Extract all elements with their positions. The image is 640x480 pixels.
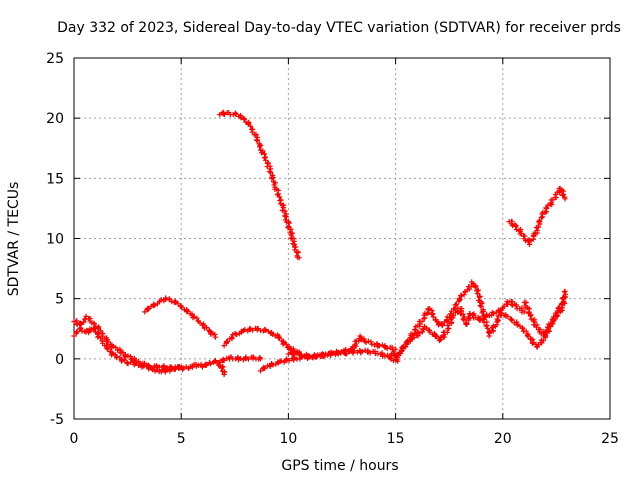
x-tick-label: 25 bbox=[601, 431, 619, 447]
chart-title: Day 332 of 2023, Sidereal Day-to-day VTE… bbox=[57, 20, 621, 36]
x-axis: 0 5 10 15 20 25 bbox=[70, 58, 619, 447]
series-markers bbox=[142, 295, 219, 340]
series-arc-11 bbox=[506, 185, 568, 247]
series-markers bbox=[285, 333, 399, 360]
y-tick-label: 5 bbox=[55, 292, 64, 308]
y-tick-label: 20 bbox=[46, 111, 64, 127]
series-arc-4 bbox=[217, 109, 302, 261]
series-markers bbox=[221, 325, 304, 358]
x-tick-label: 5 bbox=[177, 431, 186, 447]
series-markers bbox=[217, 354, 264, 365]
x-tick-label: 10 bbox=[279, 431, 297, 447]
series-markers bbox=[388, 279, 527, 360]
series-arc-3 bbox=[142, 295, 219, 340]
y-tick-label: -5 bbox=[50, 412, 64, 428]
y-tick-label: 25 bbox=[46, 51, 64, 67]
x-tick-label: 20 bbox=[494, 431, 512, 447]
y-axis: -5 0 5 10 15 20 25 bbox=[46, 51, 610, 428]
series-arc-8 bbox=[285, 333, 399, 360]
series-arc-6 bbox=[217, 354, 264, 365]
series-group bbox=[71, 109, 569, 378]
x-tick-label: 0 bbox=[70, 431, 79, 447]
series-arc-5 bbox=[221, 325, 304, 358]
series-arc-2 bbox=[71, 325, 184, 372]
series-markers bbox=[521, 288, 569, 339]
y-axis-label: SDTVAR / TECUs bbox=[6, 182, 22, 297]
series-markers bbox=[71, 325, 184, 372]
series-markers bbox=[506, 185, 568, 247]
y-tick-label: 10 bbox=[46, 232, 64, 248]
series-arc-9 bbox=[388, 279, 527, 360]
x-tick-label: 15 bbox=[387, 431, 405, 447]
x-axis-label: GPS time / hours bbox=[281, 458, 398, 474]
series-markers bbox=[217, 109, 302, 261]
y-tick-label: 15 bbox=[46, 171, 64, 187]
series-arc-12 bbox=[521, 288, 569, 339]
y-tick-label: 0 bbox=[55, 352, 64, 368]
grid-lines bbox=[74, 58, 610, 419]
